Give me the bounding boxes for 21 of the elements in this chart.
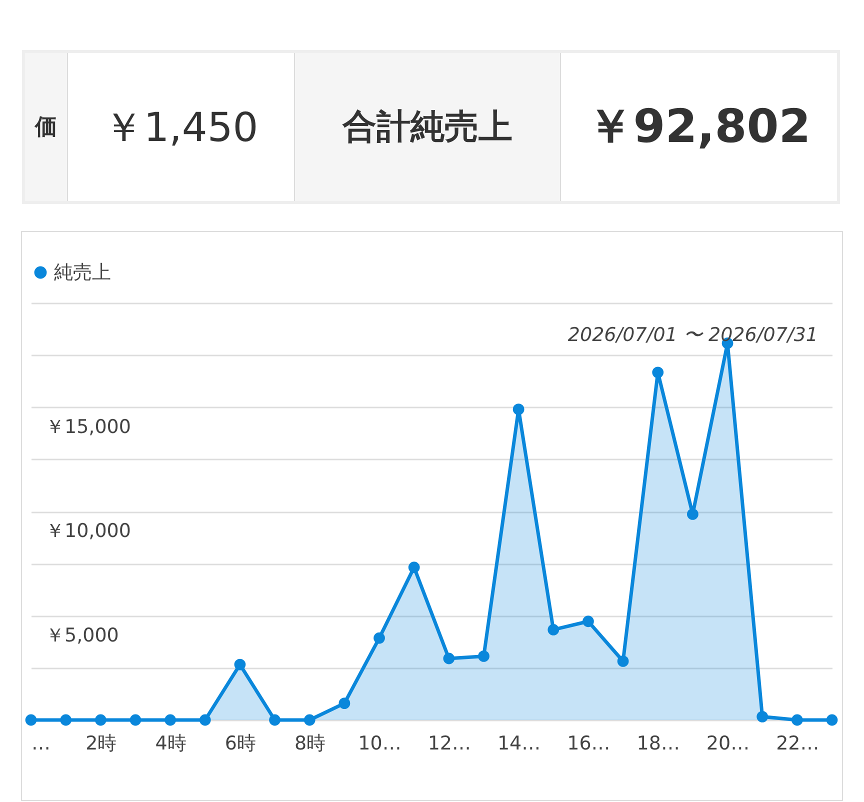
x-tick-label: 6時 bbox=[224, 732, 256, 754]
text: 価 bbox=[25, 53, 68, 201]
x-tick-label: 18… bbox=[636, 732, 680, 754]
text: ￥1,450 bbox=[68, 53, 295, 201]
x-tick-label: 10… bbox=[358, 732, 402, 754]
legend-label: 純売上 bbox=[54, 262, 111, 284]
x-tick-label: … bbox=[32, 732, 50, 754]
x-tick-label: 4時 bbox=[155, 732, 186, 754]
x-tick-label: 8時 bbox=[294, 732, 326, 754]
text: ￥92,802 bbox=[586, 98, 812, 155]
text: 合計純売上 bbox=[295, 53, 561, 201]
annotation: 2026/07/01 〜 2026/07/31 bbox=[568, 323, 818, 348]
x-tick-label: 14… bbox=[497, 732, 541, 754]
y-tick-label: ￥15,000 bbox=[46, 416, 131, 438]
y-tick-label: ￥10,000 bbox=[46, 520, 131, 542]
x-tick-label: 20… bbox=[706, 732, 750, 754]
x-tick-label: 2時 bbox=[86, 732, 117, 754]
x-tick-label: 16… bbox=[567, 732, 610, 754]
x-tick-label: 12… bbox=[428, 732, 472, 754]
x-tick-label: 22… bbox=[776, 732, 820, 754]
y-tick-label: ￥5,000 bbox=[46, 624, 119, 646]
